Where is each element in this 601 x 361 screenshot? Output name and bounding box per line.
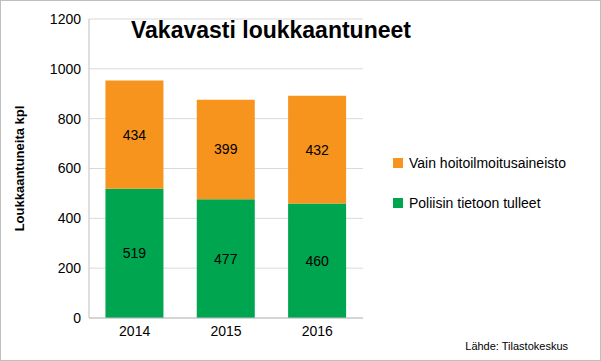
svg-text:399: 399 (214, 141, 238, 157)
svg-text:460: 460 (305, 253, 329, 269)
svg-text:1200: 1200 (50, 11, 81, 27)
svg-text:2015: 2015 (210, 323, 241, 339)
svg-text:200: 200 (58, 260, 82, 276)
svg-text:519: 519 (123, 245, 147, 261)
html-text:Lähde: Tilastokeskus: Lähde: Tilastokeskus (465, 340, 568, 352)
html-text:Poliisin tietoon tulleet: Poliisin tietoon tulleet (409, 195, 541, 211)
svg-text:800: 800 (58, 111, 82, 127)
html-text:Vakavasti loukkaantuneet: Vakavasti loukkaantuneet (131, 17, 411, 43)
svg-text:2016: 2016 (302, 323, 333, 339)
svg-text:400: 400 (58, 210, 82, 226)
svg-text:0: 0 (73, 310, 81, 326)
svg-text:432: 432 (305, 142, 329, 158)
svg-text:1000: 1000 (50, 61, 81, 77)
svg-text:477: 477 (214, 251, 238, 267)
svg-text:600: 600 (58, 160, 82, 176)
svg-text:434: 434 (123, 127, 147, 143)
svg-text:Loukkaantuneita kpl: Loukkaantuneita kpl (12, 106, 27, 232)
svg-text:2014: 2014 (119, 323, 150, 339)
html-text:Vain hoitoilmoitusaineisto: Vain hoitoilmoitusaineisto (409, 155, 566, 171)
